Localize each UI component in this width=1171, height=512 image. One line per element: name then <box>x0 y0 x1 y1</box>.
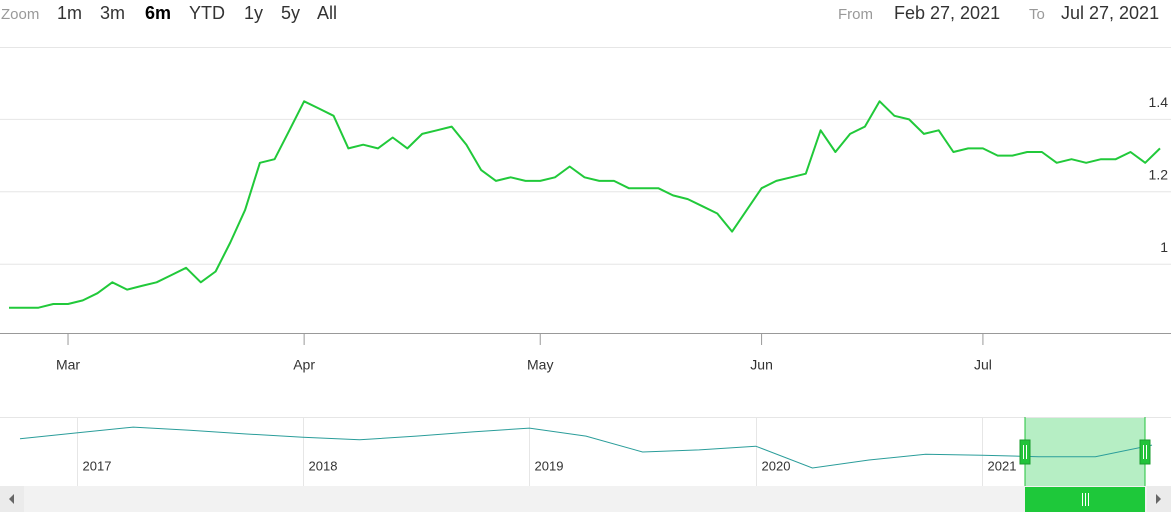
x-tick-label: Mar <box>56 357 80 373</box>
price-line <box>9 100 1161 309</box>
zoom-button[interactable]: All <box>317 3 337 23</box>
chart-layer: Zoom 1m 3m 6m YTD 1y 5y All From Feb 27, 2021 To Ju… <box>0 3 1171 486</box>
navigator-handle[interactable] <box>1139 439 1151 465</box>
y-tick-label: 1.4 <box>1149 94 1169 110</box>
navigator-year-label: 2017 <box>83 458 112 473</box>
zoom-button[interactable]: 1y <box>244 3 263 23</box>
zoom-button[interactable]: 5y <box>281 3 300 23</box>
zoom-button[interactable]: YTD <box>189 3 225 23</box>
navigator-handle[interactable] <box>1019 439 1031 465</box>
to-label: To <box>1029 6 1045 23</box>
y-tick-label: 1 <box>1160 239 1168 255</box>
navigator-year-label: 2019 <box>535 458 564 473</box>
scroll-right-arrow <box>1156 494 1161 504</box>
from-label: From <box>838 6 873 23</box>
zoom-label: Zoom <box>1 6 39 23</box>
scrollbar-track[interactable] <box>0 486 1171 512</box>
x-tick-label: Jun <box>750 357 773 373</box>
to-date[interactable]: Jul 27, 2021 <box>1061 3 1159 23</box>
scroll-left-arrow <box>9 494 14 504</box>
scrollbar-grip <box>1082 493 1089 506</box>
zoom-button[interactable]: 1m <box>57 3 82 23</box>
zoom-button[interactable]: 6m <box>145 3 171 23</box>
navigator-year-label: 2020 <box>762 458 791 473</box>
navigator-selection[interactable] <box>1025 418 1145 486</box>
navigator-line <box>19 426 1153 469</box>
navigator-year-label: 2021 <box>988 458 1017 473</box>
navigator-year-label: 2018 <box>309 458 338 473</box>
y-tick-label: 1.2 <box>1149 167 1169 183</box>
from-date[interactable]: Feb 27, 2021 <box>894 3 1000 23</box>
x-tick-label: May <box>527 357 553 373</box>
x-tick-label: Apr <box>293 357 315 373</box>
x-tick-label: Jul <box>974 357 992 373</box>
zoom-button[interactable]: 3m <box>100 3 125 23</box>
